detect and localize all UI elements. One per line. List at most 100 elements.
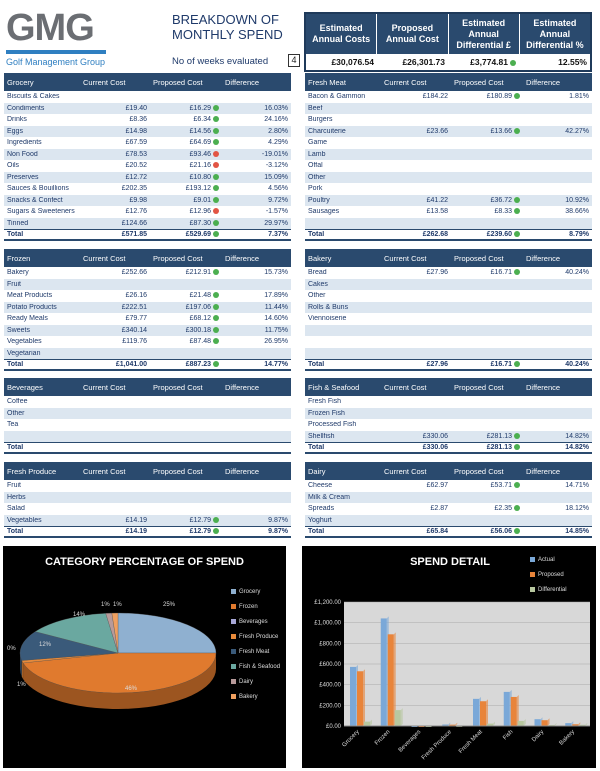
table-row: Milk & Cream <box>305 491 592 503</box>
proposed-value: £16.29 <box>189 104 211 112</box>
proposed-cost: £12.79 <box>150 527 222 535</box>
legend-item: Proposed <box>530 567 567 582</box>
item-name: Potato Products <box>7 303 57 311</box>
bar-proposed <box>572 724 579 726</box>
item-name: Processed Fish <box>308 421 357 429</box>
table-row: Non Food £78.53 £93.46 -19.01% <box>4 148 291 160</box>
table-header: Bakery Current Cost Proposed Cost Differenc… <box>305 249 592 267</box>
proposed-value: £212.91 <box>185 269 211 277</box>
y-tick-label: £1,000.00 <box>314 621 341 627</box>
pie-chart-svg: 25%46%0%1%12%14%1% 1% <box>7 602 217 709</box>
summary-header: Estimated Annual Differential % <box>526 17 584 50</box>
pie-slice-label: 46% <box>125 686 138 692</box>
current-cost: £27.96 <box>426 269 448 277</box>
difference: 14.82% <box>565 443 589 451</box>
table-row: Snacks & Confect £9.98 £9.01 9.72% <box>4 194 291 206</box>
proposed-cost: £239.60 <box>451 230 523 238</box>
item-name: Tea <box>7 421 19 429</box>
proposed-value: £87.30 <box>189 219 211 227</box>
item-name: Coffee <box>7 398 28 406</box>
table-row: Oils £20.52 £21.16 -3.12% <box>4 160 291 172</box>
green-status-icon <box>514 93 520 100</box>
table-row: Preserves £12.72 £10.80 15.09% <box>4 171 291 183</box>
table-title: Frozen <box>7 253 31 263</box>
legend-swatch <box>231 664 236 669</box>
y-tick-label: £800.00 <box>319 641 341 647</box>
legend-label: Differential <box>538 586 567 593</box>
item-name: Fruit <box>7 280 21 288</box>
col-proposed-cost: Proposed Cost <box>454 382 504 392</box>
proposed-value: £12.79 <box>189 527 211 535</box>
col-proposed-cost: Proposed Cost <box>153 77 203 87</box>
proposed-cost: £6.34 <box>150 116 222 123</box>
difference: 16.03% <box>264 104 288 112</box>
table-row: Biscuits & Cakes <box>4 91 291 103</box>
table-row: Rolls & Buns <box>305 301 592 313</box>
pie-slice-side <box>23 653 216 709</box>
proposed-cost: £64.69 <box>150 139 222 146</box>
current-cost: £79.77 <box>125 315 147 323</box>
bar-side <box>393 632 396 726</box>
bar-side <box>571 721 574 726</box>
bar-proposed <box>510 696 517 726</box>
y-tick-label: £200.00 <box>319 703 341 709</box>
bar-differential <box>487 723 493 726</box>
green-status-icon <box>213 104 219 111</box>
table-body: Bakery £252.66 £212.91 15.73% Fruit Meat Prod… <box>4 267 291 371</box>
item-name: Drinks <box>7 116 27 124</box>
item-name: Vegetarian <box>7 349 41 357</box>
difference: 11.44% <box>264 303 288 311</box>
proposed-value: £36.72 <box>490 196 512 204</box>
table-row: Vegetarian <box>4 347 291 359</box>
table-row: Coffee <box>4 396 291 408</box>
y-tick-label: £0.00 <box>326 724 342 730</box>
table-header: Beverages Current Cost Proposed Cost Differ… <box>4 378 291 396</box>
current-cost: £330.06 <box>422 443 448 451</box>
fish-table: Fish & Seafood Current Cost Proposed Cost D… <box>305 378 592 454</box>
table-row <box>305 347 592 359</box>
current-cost: £222.51 <box>121 303 147 311</box>
table-row: Drinks £8.36 £6.34 24.16% <box>4 114 291 126</box>
current-cost: £23.66 <box>426 127 448 135</box>
proposed-cost: £281.13 <box>451 432 523 440</box>
difference: 14.60% <box>264 315 288 323</box>
table-row: Condiments £19.40 £16.29 16.03% <box>4 102 291 114</box>
green-status-icon <box>213 326 219 333</box>
bar-side <box>400 708 403 726</box>
item-name: Meat Products <box>7 292 53 300</box>
difference: -3.12% <box>265 162 288 170</box>
page-title: BREAKDOWN OF MONTHLY SPEND <box>172 12 292 42</box>
weeks-value[interactable]: 4 <box>288 54 300 67</box>
item-name: Spreads <box>308 505 335 513</box>
item-name: Non Food <box>7 150 38 158</box>
proposed-cost: £87.30 <box>150 219 222 227</box>
x-tick-label: Bakery <box>559 729 576 746</box>
item-name: Vegetables <box>7 516 42 524</box>
item-name: Biscuits & Cakes <box>7 93 60 101</box>
summary-value: £26,301.73 <box>402 57 445 67</box>
table-row: Poultry £41.22 £36.72 10.92% <box>305 194 592 206</box>
current-cost: £62.97 <box>426 482 448 490</box>
table-title: Beverages <box>7 382 43 392</box>
green-status-icon <box>213 196 219 203</box>
bar-differential <box>364 721 370 726</box>
proposed-value: £8.33 <box>494 208 512 216</box>
beverages-table: Beverages Current Cost Proposed Cost Differ… <box>4 378 291 454</box>
total-row: Total £65.84 £56.06 14.85% <box>305 526 592 538</box>
summary-table: Estimated Annual Costs Proposed Annual C… <box>304 12 592 72</box>
summary-value: 12.55% <box>558 57 587 67</box>
difference: 18.12% <box>565 505 589 513</box>
item-name: Total <box>7 443 24 451</box>
item-name: Sweets <box>7 326 30 334</box>
difference: 8.79% <box>569 230 589 238</box>
green-status-icon <box>514 360 520 367</box>
proposed-cost: £21.16 <box>150 162 222 169</box>
proposed-cost: £16.29 <box>150 104 222 112</box>
x-tick-label: Frozen <box>374 729 391 746</box>
proposed-value: £10.80 <box>189 173 211 181</box>
legend-label: Bakery <box>239 693 258 700</box>
proposed-value: £180.89 <box>486 93 512 101</box>
proposed-value: £93.46 <box>189 150 211 158</box>
y-tick-label: £400.00 <box>319 683 341 689</box>
bar-actual <box>350 666 356 726</box>
